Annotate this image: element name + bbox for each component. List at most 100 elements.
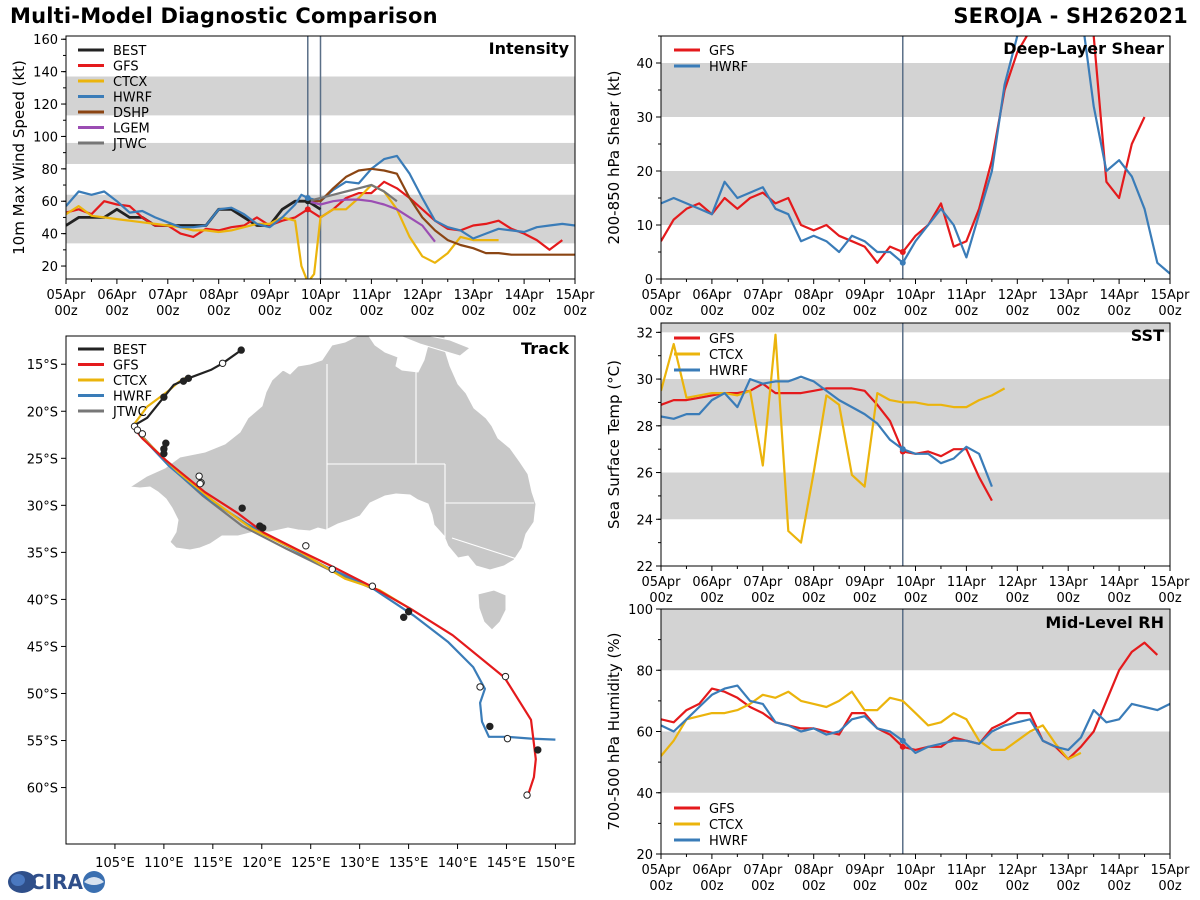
- x-tick-label: 07Apr: [148, 288, 188, 303]
- x-tick-label: 14Apr: [1100, 575, 1140, 590]
- x-tick-label: 13Apr: [1049, 863, 1089, 878]
- x-tick-hour: 00z: [207, 304, 231, 319]
- x-tick-hour: 00z: [751, 879, 775, 894]
- shade-band: [661, 323, 1170, 333]
- legend-label-ctcx: CTCX: [709, 348, 743, 363]
- x-tick-hour: 00z: [649, 591, 673, 606]
- lat-tick-label: 15°S: [27, 358, 58, 373]
- track-marker-best: [237, 346, 245, 354]
- legend-label-gfs: GFS: [113, 359, 139, 374]
- x-tick-hour: 00z: [853, 879, 877, 894]
- panel-title: SST: [1131, 326, 1164, 345]
- x-tick-label: 12Apr: [403, 288, 443, 303]
- analysis-point-hwrf: [899, 446, 906, 453]
- y-axis-label: 200-850 hPa Shear (kt): [605, 71, 623, 245]
- cira-logo: CIRA: [8, 870, 105, 894]
- track-line-hwrf: [131, 425, 556, 741]
- legend-label-best: BEST: [113, 343, 146, 358]
- track-lines: [130, 346, 556, 799]
- track-marker-jtwc: [368, 582, 377, 590]
- x-tick-label: 11Apr: [947, 575, 987, 590]
- x-tick-hour: 00z: [1006, 879, 1030, 894]
- storm-id: SEROJA - SH262021: [953, 4, 1188, 28]
- track-marker-hwrf: [328, 565, 336, 574]
- track-marker-hwrf: [400, 613, 408, 621]
- lat-tick-label: 30°S: [27, 499, 58, 514]
- x-tick-hour: 00z: [1107, 879, 1131, 894]
- legend-label-dshp: DSHP: [113, 106, 149, 121]
- x-tick-label: 11Apr: [352, 288, 392, 303]
- shade-band: [661, 731, 1170, 793]
- y-tick-label: 40: [636, 57, 653, 72]
- x-tick-label: 06Apr: [692, 575, 732, 590]
- lon-tick-label: 135°E: [389, 856, 429, 871]
- x-tick-hour: 00z: [309, 304, 333, 319]
- x-tick-label: 08Apr: [199, 288, 239, 303]
- legend-label-jtwc: JTWC: [112, 405, 147, 420]
- x-tick-label: 05Apr: [641, 575, 681, 590]
- x-tick-label: 09Apr: [845, 863, 885, 878]
- x-tick-hour: 00z: [853, 304, 877, 319]
- x-tick-label: 09Apr: [250, 288, 290, 303]
- series-line-best: [66, 199, 322, 227]
- track-marker-hwrf: [160, 449, 168, 458]
- lat-tick-label: 45°S: [27, 640, 58, 655]
- y-tick-label: 20: [41, 260, 58, 275]
- x-tick-hour: 00z: [156, 304, 180, 319]
- y-tick-label: 60: [636, 726, 653, 741]
- x-tick-label: 06Apr: [692, 288, 732, 303]
- y-tick-label: 120: [33, 98, 58, 113]
- x-tick-label: 09Apr: [845, 575, 885, 590]
- x-tick-hour: 00z: [853, 591, 877, 606]
- track-marker-gfs: [534, 746, 542, 754]
- x-tick-hour: 00z: [751, 304, 775, 319]
- track-marker-jtwc: [133, 426, 142, 434]
- series-line-dshp: [307, 167, 575, 256]
- x-tick-label: 13Apr: [454, 288, 494, 303]
- track-frame: [65, 335, 576, 845]
- y-tick-label: 100: [33, 130, 58, 145]
- lon-tick-label: 125°E: [291, 856, 331, 871]
- x-tick-label: 15Apr: [1150, 288, 1190, 303]
- x-tick-hour: 00z: [1107, 304, 1131, 319]
- x-tick-hour: 00z: [802, 304, 826, 319]
- state-borders: [326, 364, 534, 561]
- x-tick-label: 06Apr: [97, 288, 137, 303]
- y-tick-label: 160: [33, 33, 58, 48]
- x-tick-label: 11Apr: [947, 863, 987, 878]
- analysis-point-gfs: [899, 743, 906, 750]
- series-line-gfs: [66, 180, 563, 251]
- x-tick-label: 11Apr: [947, 288, 987, 303]
- series-line-ctcx: [661, 333, 1006, 544]
- x-tick-label: 08Apr: [794, 288, 834, 303]
- x-tick-hour: 00z: [1057, 591, 1081, 606]
- x-tick-label: 08Apr: [794, 575, 834, 590]
- logo-text: CIRA: [30, 870, 84, 894]
- legend-label-best: BEST: [113, 44, 146, 59]
- track-marker-gfs: [238, 504, 246, 512]
- x-tick-label: 12Apr: [998, 575, 1038, 590]
- x-tick-hour: 00z: [649, 304, 673, 319]
- x-tick-label: 14Apr: [1100, 288, 1140, 303]
- legend-label-ctcx: CTCX: [709, 818, 743, 833]
- x-tick-hour: 00z: [649, 879, 673, 894]
- x-tick-label: 09Apr: [845, 288, 885, 303]
- rh-panel: 2040608010005Apr00z06Apr00z07Apr00z08Apr…: [605, 603, 1190, 894]
- y-tick-label: 0: [645, 273, 653, 288]
- track-map: [128, 336, 537, 631]
- lon-tick-label: 110°E: [144, 856, 184, 871]
- analysis-point-hwrf: [304, 195, 311, 201]
- x-tick-hour: 00z: [105, 304, 129, 319]
- x-tick-hour: 00z: [1057, 879, 1081, 894]
- legend-label-hwrf: HWRF: [709, 364, 748, 379]
- series-line-gfs: [661, 382, 993, 502]
- series-line-lgem: [307, 198, 436, 243]
- x-tick-hour: 00z: [1158, 591, 1182, 606]
- x-tick-label: 10Apr: [896, 863, 936, 878]
- x-tick-hour: 00z: [955, 304, 979, 319]
- x-tick-hour: 00z: [258, 304, 282, 319]
- x-tick-hour: 00z: [700, 304, 724, 319]
- track-marker-hwrf: [486, 722, 494, 731]
- series-line-ctcx: [66, 183, 499, 279]
